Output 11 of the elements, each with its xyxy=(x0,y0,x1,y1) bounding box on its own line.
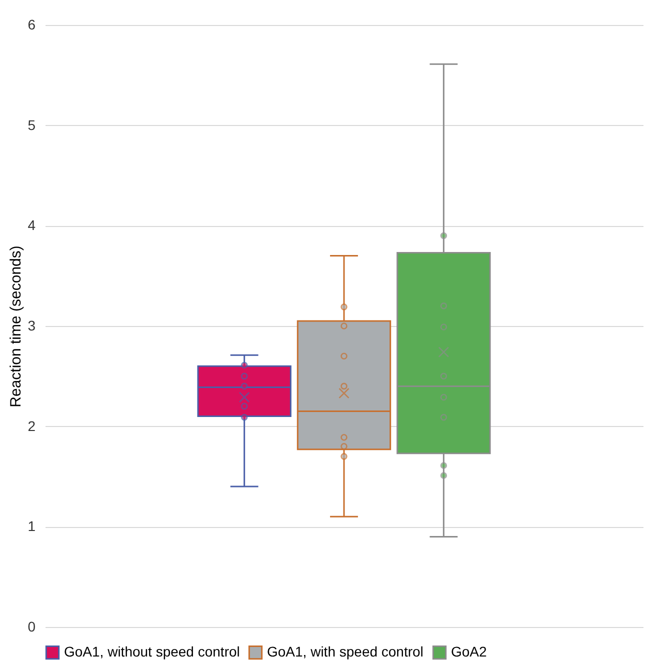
y-axis-title: Reaction time (seconds) xyxy=(8,246,25,408)
legend-label: GoA2 xyxy=(451,644,488,660)
y-tick-label: 6 xyxy=(28,16,36,32)
legend-label: GoA1, with speed control xyxy=(267,644,424,660)
y-tick-label: 3 xyxy=(28,318,36,334)
y-tick-label: 1 xyxy=(28,518,36,534)
y-tick-label: 2 xyxy=(28,418,36,434)
y-tick-label: 4 xyxy=(28,217,36,234)
y-tick-label: 0 xyxy=(28,618,36,634)
y-tick-label: 5 xyxy=(28,116,36,133)
legend-label: GoA1, without speed control xyxy=(64,644,240,660)
